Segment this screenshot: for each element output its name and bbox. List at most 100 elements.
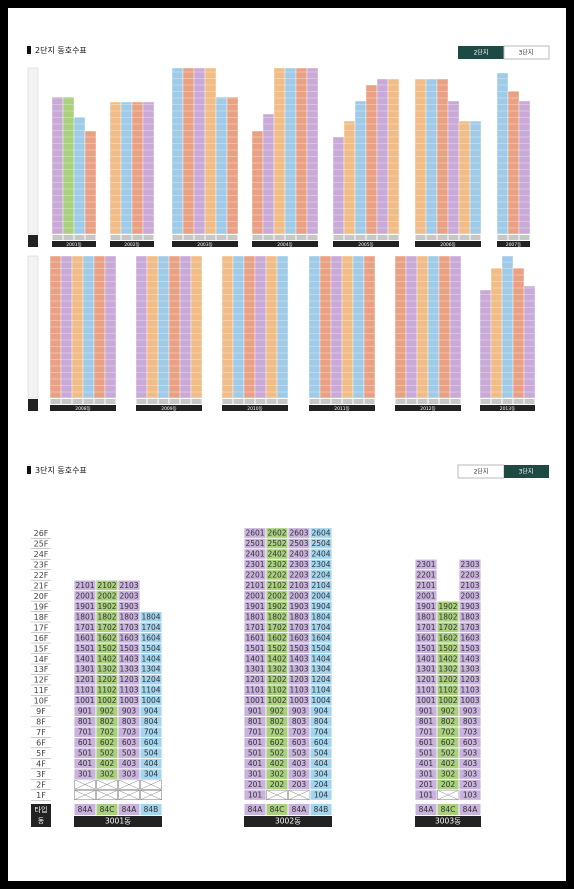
- unit-column: [226, 96, 239, 235]
- unit-number: 1703: [289, 623, 308, 632]
- unit-number: 2203: [289, 570, 308, 579]
- unit-number: 1903: [289, 602, 308, 611]
- unit-number: 403: [122, 759, 137, 768]
- unit-number: 1201: [75, 675, 94, 684]
- empty-cross: [140, 790, 162, 800]
- unit-number: 903: [463, 707, 478, 716]
- type-cell: [63, 235, 74, 240]
- type-cell: [437, 804, 459, 815]
- type-cell: [415, 235, 426, 240]
- type-cell: [417, 399, 428, 404]
- unit-column: [193, 67, 206, 235]
- unit-number: 702: [100, 728, 115, 737]
- building-bar: [52, 241, 96, 247]
- unit-number: 1301: [75, 665, 94, 674]
- unit-number: 1401: [416, 654, 435, 663]
- type-label: 84A: [463, 805, 479, 814]
- building-name: 3003동: [435, 817, 461, 826]
- unit-number: 1801: [416, 612, 435, 621]
- tab-active[interactable]: [504, 465, 549, 478]
- unit-number: 2201: [245, 570, 264, 579]
- unit-number: 1904: [311, 602, 330, 611]
- unit-number: 1102: [267, 686, 286, 695]
- type-label: 84A: [419, 805, 435, 814]
- type-cell: [331, 399, 342, 404]
- type-cell: [96, 804, 118, 815]
- unit-number: 602: [441, 738, 456, 747]
- type-cell: [415, 804, 437, 815]
- unit-number: 303: [122, 770, 137, 779]
- unit-number: 1503: [119, 644, 138, 653]
- unit-number: 1903: [119, 602, 138, 611]
- unit-number: 503: [122, 749, 137, 758]
- type-cell: [366, 235, 377, 240]
- type-cell: [309, 399, 320, 404]
- unit-number: 1802: [97, 612, 116, 621]
- unit-number: 902: [270, 707, 285, 716]
- unit-number: 301: [248, 770, 263, 779]
- unit-number: 704: [144, 728, 159, 737]
- unit-number: 1503: [289, 644, 308, 653]
- unit-number: 1502: [97, 644, 116, 653]
- unit-column: [284, 67, 297, 235]
- type-cell: [524, 399, 535, 404]
- unit-number: 2401: [245, 549, 264, 558]
- unit-number: 603: [463, 738, 478, 747]
- unit-number: 801: [248, 717, 263, 726]
- type-cell: [252, 235, 263, 240]
- tab[interactable]: 2단지: [474, 468, 489, 476]
- unit-number: 1504: [311, 644, 330, 653]
- unit-number: 502: [441, 749, 456, 758]
- unit-number: 1402: [267, 654, 286, 663]
- type-cell: [353, 399, 364, 404]
- unit-number: 703: [463, 728, 478, 737]
- unit-number: 302: [441, 770, 456, 779]
- type-cell: [85, 235, 96, 240]
- type-cell: [244, 399, 255, 404]
- tab[interactable]: 3단지: [519, 468, 534, 476]
- unit-number: 1101: [416, 686, 435, 695]
- floor-label: 20F: [34, 592, 49, 601]
- unit-number: 1104: [141, 686, 160, 695]
- unit-number: 2103: [460, 581, 479, 590]
- unit-number: 1502: [267, 644, 286, 653]
- tab[interactable]: 3단지: [519, 49, 534, 57]
- building-name: 2005동: [358, 242, 374, 248]
- unit-number: 1501: [416, 644, 435, 653]
- type-cell: [263, 235, 274, 240]
- unit-number: 1903: [460, 602, 479, 611]
- unit-number: 604: [314, 738, 329, 747]
- building-bar: [415, 816, 481, 827]
- unit-number: 1403: [119, 654, 138, 663]
- building-bar: [244, 816, 332, 827]
- type-cell: [61, 399, 72, 404]
- unit-number: 803: [292, 717, 307, 726]
- unit-number: 1801: [245, 612, 264, 621]
- tab[interactable]: 2단지: [474, 49, 489, 57]
- unit-column: [447, 100, 460, 235]
- unit-number: 1602: [438, 633, 457, 642]
- unit-number: 1103: [289, 686, 308, 695]
- unit-number: 2604: [311, 529, 330, 538]
- building-bar: [110, 241, 154, 247]
- unit-cell: [458, 558, 482, 571]
- unit-cell: [117, 579, 141, 592]
- unit-column: [273, 67, 286, 235]
- type-cell: [470, 235, 481, 240]
- tab-inactive[interactable]: [503, 45, 550, 60]
- unit-number: 402: [100, 759, 115, 768]
- unit-number: 1302: [97, 665, 116, 674]
- unit-number: 901: [78, 707, 93, 716]
- floor-label: 18F: [34, 613, 49, 622]
- building-name: 2013동: [500, 406, 516, 412]
- building-name: 2003동: [197, 242, 213, 248]
- unit-column: [109, 101, 122, 235]
- floor-label: 4F: [36, 760, 46, 769]
- building-bar: [222, 405, 288, 411]
- type-cell: [426, 235, 437, 240]
- unit-number: 1201: [416, 675, 435, 684]
- tab-active[interactable]: [458, 46, 504, 59]
- unit-number: 1203: [460, 675, 479, 684]
- floor-label: 2F: [36, 781, 46, 790]
